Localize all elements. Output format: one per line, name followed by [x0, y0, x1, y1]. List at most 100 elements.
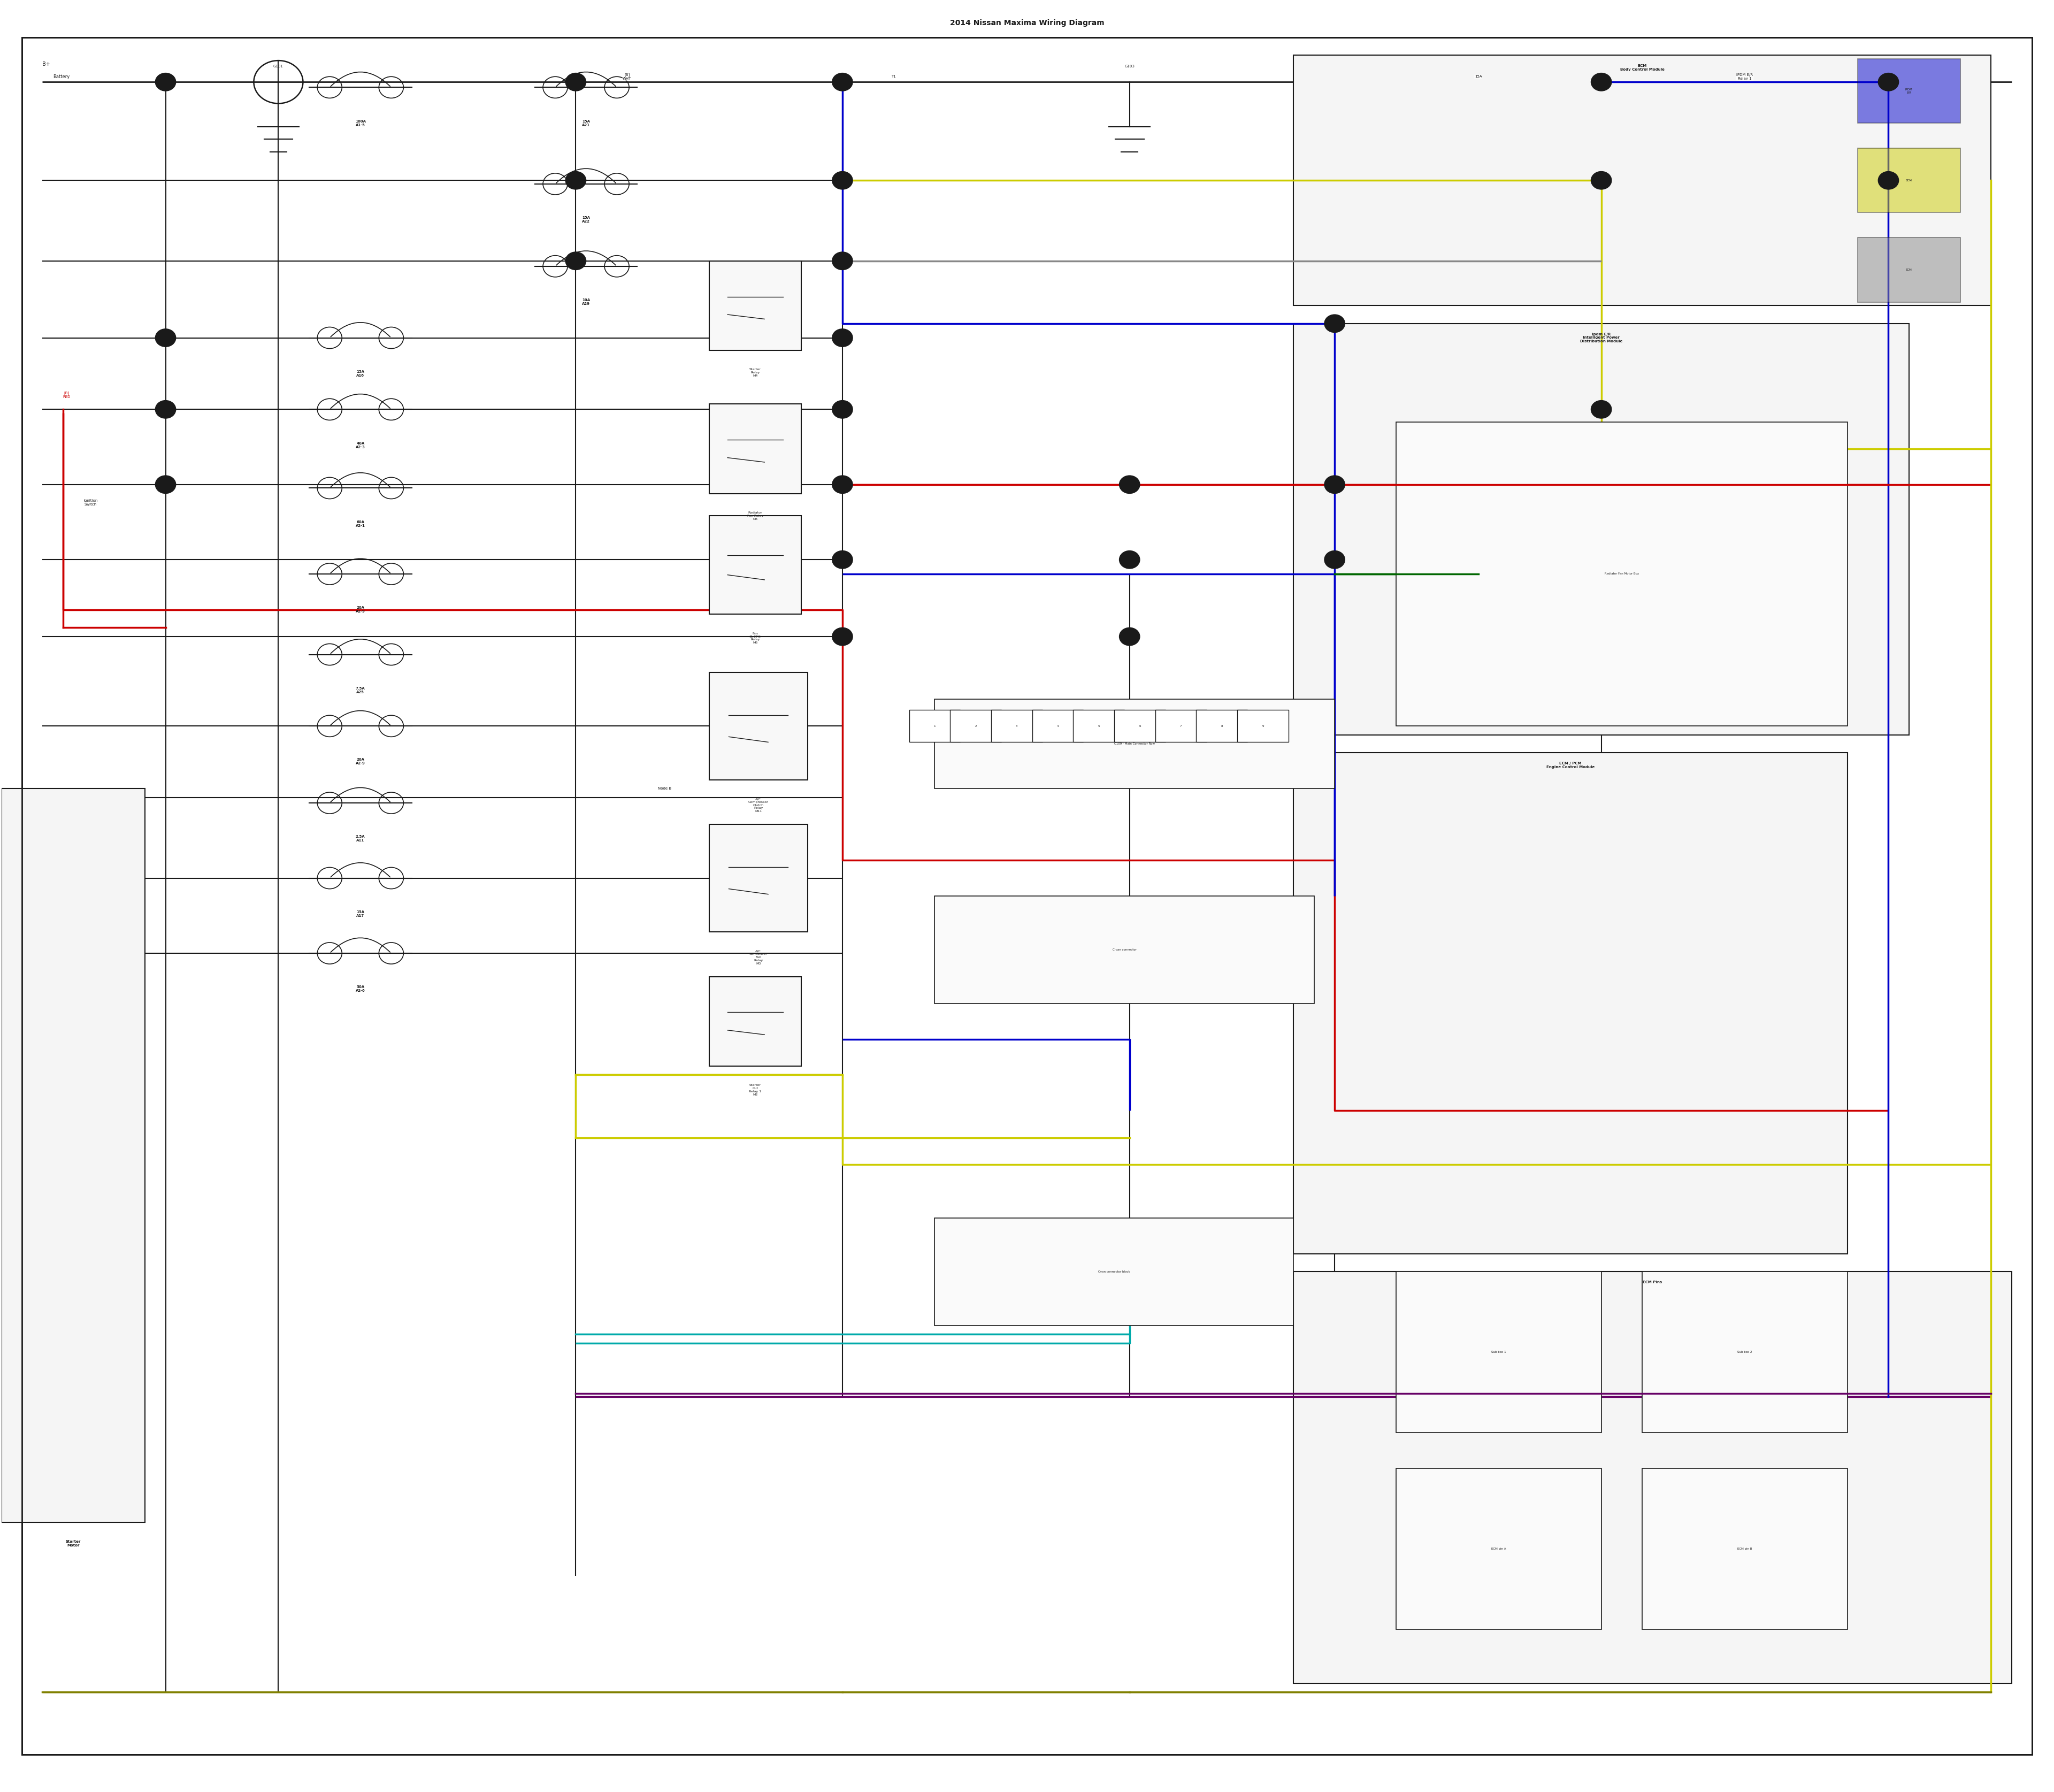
Text: Radiator
Fan Relay
M5: Radiator Fan Relay M5	[748, 511, 764, 520]
Text: Starter
Relay
M4: Starter Relay M4	[750, 367, 762, 376]
Bar	[709, 824, 807, 932]
Bar	[1857, 238, 1960, 303]
Circle shape	[1592, 172, 1612, 190]
Text: T1: T1	[891, 75, 896, 79]
Text: Starter
Motor: Starter Motor	[66, 1539, 80, 1546]
Bar	[935, 896, 1315, 1004]
Circle shape	[156, 73, 177, 91]
Text: 2014 Nissan Maxima Wiring Diagram: 2014 Nissan Maxima Wiring Diagram	[949, 20, 1105, 27]
Circle shape	[832, 172, 852, 190]
Bar	[1294, 753, 1847, 1254]
Text: 40A
A2-3: 40A A2-3	[355, 441, 366, 448]
Circle shape	[156, 400, 177, 418]
Text: 30A
A2-6: 30A A2-6	[355, 986, 366, 993]
Text: [B]
RED: [B] RED	[64, 391, 70, 400]
Text: Node B: Node B	[657, 787, 672, 790]
Circle shape	[565, 172, 585, 190]
Text: 15A
A16: 15A A16	[357, 369, 364, 376]
Circle shape	[1877, 172, 1898, 190]
Bar	[709, 977, 801, 1066]
Circle shape	[156, 475, 177, 493]
Bar	[709, 262, 801, 351]
Circle shape	[1325, 315, 1345, 333]
Circle shape	[832, 73, 852, 91]
Bar	[709, 672, 807, 780]
Bar	[1294, 1272, 2011, 1683]
Text: 15A
A22: 15A A22	[581, 217, 589, 224]
Text: 20A
A2-9: 20A A2-9	[355, 606, 366, 613]
Circle shape	[832, 400, 852, 418]
Circle shape	[1592, 73, 1612, 91]
Circle shape	[1325, 475, 1345, 493]
Text: 20A
A2-9: 20A A2-9	[355, 758, 366, 765]
Text: A/C
Compressor
Clutch
Relay
M11: A/C Compressor Clutch Relay M11	[748, 797, 768, 814]
Text: C-can connector: C-can connector	[1113, 948, 1136, 952]
Bar	[935, 1219, 1294, 1326]
Text: B+: B+	[43, 61, 51, 66]
Text: ECM Pins: ECM Pins	[1643, 1281, 1662, 1283]
Bar	[951, 710, 1002, 742]
Bar	[1643, 1468, 1847, 1629]
Bar	[1113, 710, 1165, 742]
Circle shape	[832, 550, 852, 568]
Circle shape	[156, 330, 177, 348]
Circle shape	[1119, 550, 1140, 568]
Text: G103: G103	[1124, 65, 1134, 68]
Text: Battery: Battery	[53, 73, 70, 79]
Bar	[1397, 421, 1847, 726]
Bar	[1072, 710, 1124, 742]
Text: ECM: ECM	[1906, 269, 1912, 271]
Text: Starter
Cut
Relay 1
M2: Starter Cut Relay 1 M2	[750, 1084, 762, 1097]
Text: 10A
A29: 10A A29	[581, 299, 589, 305]
Circle shape	[832, 475, 852, 493]
Text: Sub box 1: Sub box 1	[1491, 1351, 1506, 1353]
Bar	[709, 403, 801, 493]
Circle shape	[1592, 400, 1612, 418]
Circle shape	[1119, 627, 1140, 645]
Text: 7.5A
A25: 7.5A A25	[355, 686, 366, 694]
Text: Fan
Ctrl/FG
Relay
M6: Fan Ctrl/FG Relay M6	[750, 633, 762, 643]
Bar	[1237, 710, 1288, 742]
Text: A/C
Condenser
Fan
Relay
M3: A/C Condenser Fan Relay M3	[750, 950, 768, 964]
Bar	[992, 710, 1041, 742]
Bar	[1195, 710, 1247, 742]
Text: [B]
WHT: [B] WHT	[622, 73, 631, 81]
Text: BCM: BCM	[1906, 179, 1912, 181]
Text: ECM / PCM
Engine Control Module: ECM / PCM Engine Control Module	[1547, 762, 1594, 769]
Text: 15A
A21: 15A A21	[581, 120, 589, 127]
Text: 15A
A17: 15A A17	[357, 910, 364, 918]
Circle shape	[832, 330, 852, 348]
Bar	[1031, 710, 1082, 742]
Bar	[709, 516, 801, 615]
Text: Ipdm E/R
Intelligent Power
Distribution Module: Ipdm E/R Intelligent Power Distribution …	[1580, 333, 1623, 342]
Bar	[1294, 324, 1908, 735]
Circle shape	[832, 253, 852, 271]
Text: IPDM E/R
Relay 1: IPDM E/R Relay 1	[1736, 73, 1754, 81]
Text: ECM pin A: ECM pin A	[1491, 1548, 1506, 1550]
Circle shape	[1325, 550, 1345, 568]
Text: IPDM
E/R: IPDM E/R	[1906, 88, 1912, 93]
Bar	[1154, 710, 1206, 742]
Bar	[1857, 59, 1960, 124]
Bar	[910, 710, 961, 742]
Bar	[1397, 1272, 1602, 1434]
Circle shape	[565, 253, 585, 271]
Circle shape	[1877, 73, 1898, 91]
Circle shape	[565, 73, 585, 91]
Text: Sub box 2: Sub box 2	[1738, 1351, 1752, 1353]
Bar	[1294, 56, 1990, 306]
Text: 100A
A1-5: 100A A1-5	[355, 120, 366, 127]
Text: Cyan connector block: Cyan connector block	[1099, 1271, 1130, 1272]
Bar	[1397, 1468, 1602, 1629]
Bar	[1857, 149, 1960, 213]
Text: Ignition
Switch: Ignition Switch	[84, 498, 99, 505]
Text: 2.5A
A11: 2.5A A11	[355, 835, 366, 842]
Bar	[2, 788, 146, 1521]
Text: G101: G101	[273, 65, 283, 68]
Circle shape	[832, 627, 852, 645]
Text: C109 - Main Connector Row: C109 - Main Connector Row	[1115, 742, 1154, 745]
Bar	[1643, 1272, 1847, 1434]
Text: 15A: 15A	[1475, 75, 1481, 79]
Text: Radiator Fan Motor Box: Radiator Fan Motor Box	[1604, 573, 1639, 575]
Text: BCM
Body Control Module: BCM Body Control Module	[1621, 65, 1664, 72]
